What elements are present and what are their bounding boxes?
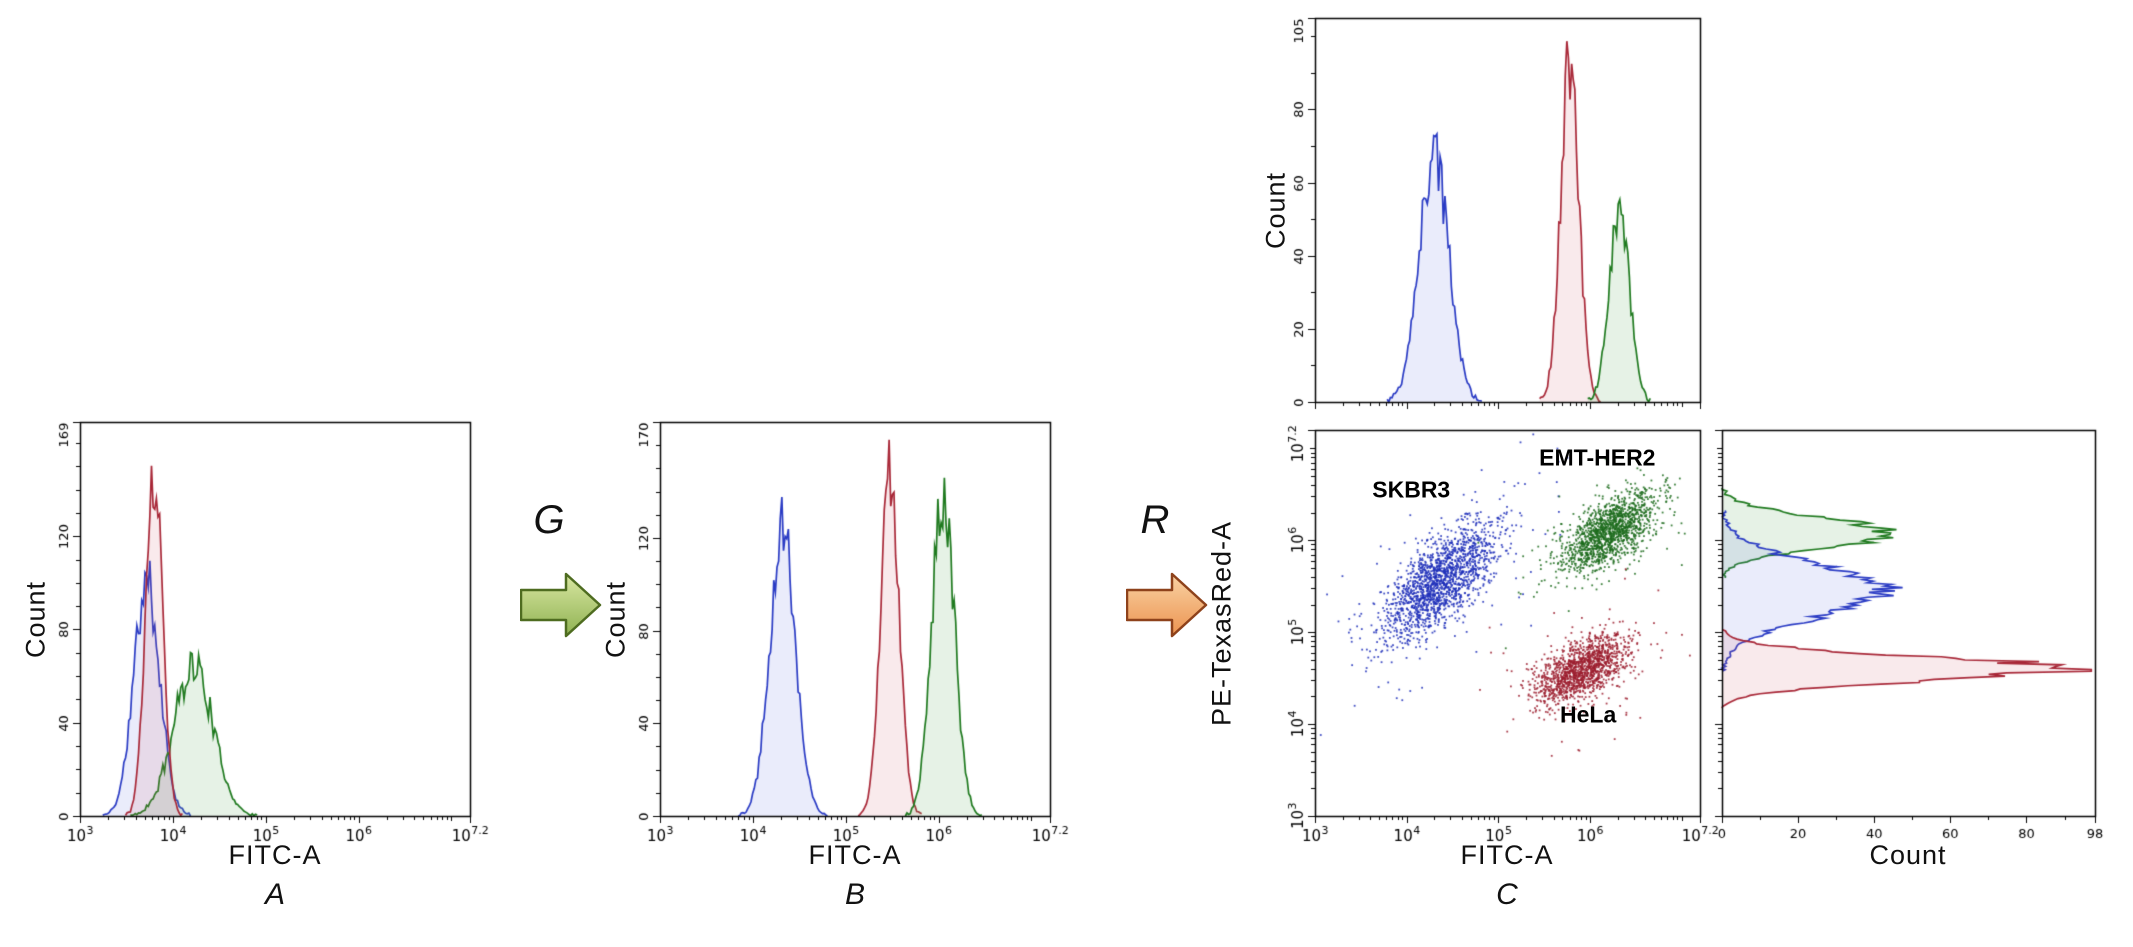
panel-b-letter: B <box>844 878 865 911</box>
panel-c-scatter-y-axis-label: PE-TexasRed-A <box>1206 520 1237 727</box>
panel-b-histogram-chart <box>605 390 1080 865</box>
panel-a-y-axis-label: Count <box>20 580 51 659</box>
panel-b-x-axis-label: FITC-A <box>808 840 902 870</box>
arrow-r-label: R <box>1140 498 1170 542</box>
cluster-label-emt-her2: EMT-HER2 <box>1539 444 1656 471</box>
panel-c-scatter-chart <box>1250 400 1720 860</box>
arrow-g-shape <box>520 572 602 638</box>
panel-a-histogram-chart <box>25 390 500 865</box>
arrow-r-icon <box>1126 572 1208 638</box>
cluster-label-skbr3: SKBR3 <box>1372 476 1451 503</box>
arrow-r-shape <box>1126 572 1208 638</box>
panel-c-top-y-axis-label: Count <box>1260 171 1291 250</box>
arrow-g-label: G <box>533 498 565 542</box>
panel-b-y-axis-label: Count <box>600 580 631 659</box>
cluster-label-hela: HeLa <box>1560 701 1617 728</box>
panel-c-top-histogram-chart <box>1260 0 1720 418</box>
arrow-g-icon <box>520 572 602 638</box>
panel-c-right-x-axis-label: Count <box>1869 840 1947 870</box>
panel-a-letter: A <box>264 878 285 911</box>
panel-c-letter: C <box>1496 878 1518 911</box>
panel-c-right-histogram-chart <box>1705 400 2133 860</box>
panel-a-x-axis-label: FITC-A <box>228 840 322 870</box>
panel-c-scatter-x-axis-label: FITC-A <box>1460 840 1554 870</box>
